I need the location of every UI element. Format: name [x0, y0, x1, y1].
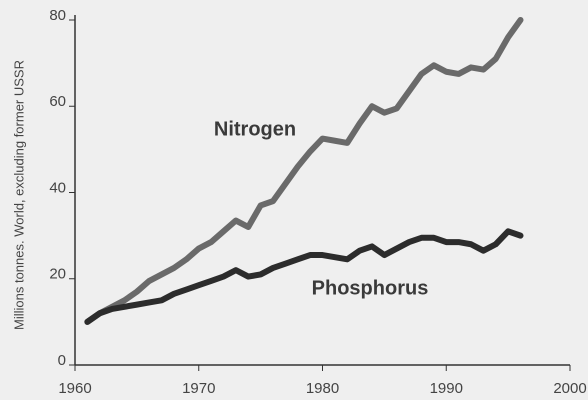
y-axis-label: Millions tonnes. World, excluding former…	[11, 60, 26, 330]
series-label: Nitrogen	[214, 118, 296, 140]
x-tick-label: 1960	[58, 380, 91, 397]
x-tick-label: 1970	[182, 380, 215, 397]
line-series	[84, 228, 524, 325]
series-label: Phosphorus	[312, 277, 429, 299]
y-tick-label: 0	[58, 352, 66, 369]
line-series	[84, 17, 524, 325]
x-tick-label: 1980	[306, 380, 339, 397]
y-tick-label: 40	[49, 179, 66, 196]
x-tick-label: 1990	[430, 380, 463, 397]
x-tick-label: 2000	[553, 380, 586, 397]
y-tick-label: 80	[49, 7, 66, 24]
y-tick-label: 20	[49, 266, 66, 283]
y-tick-label: 60	[49, 93, 66, 110]
